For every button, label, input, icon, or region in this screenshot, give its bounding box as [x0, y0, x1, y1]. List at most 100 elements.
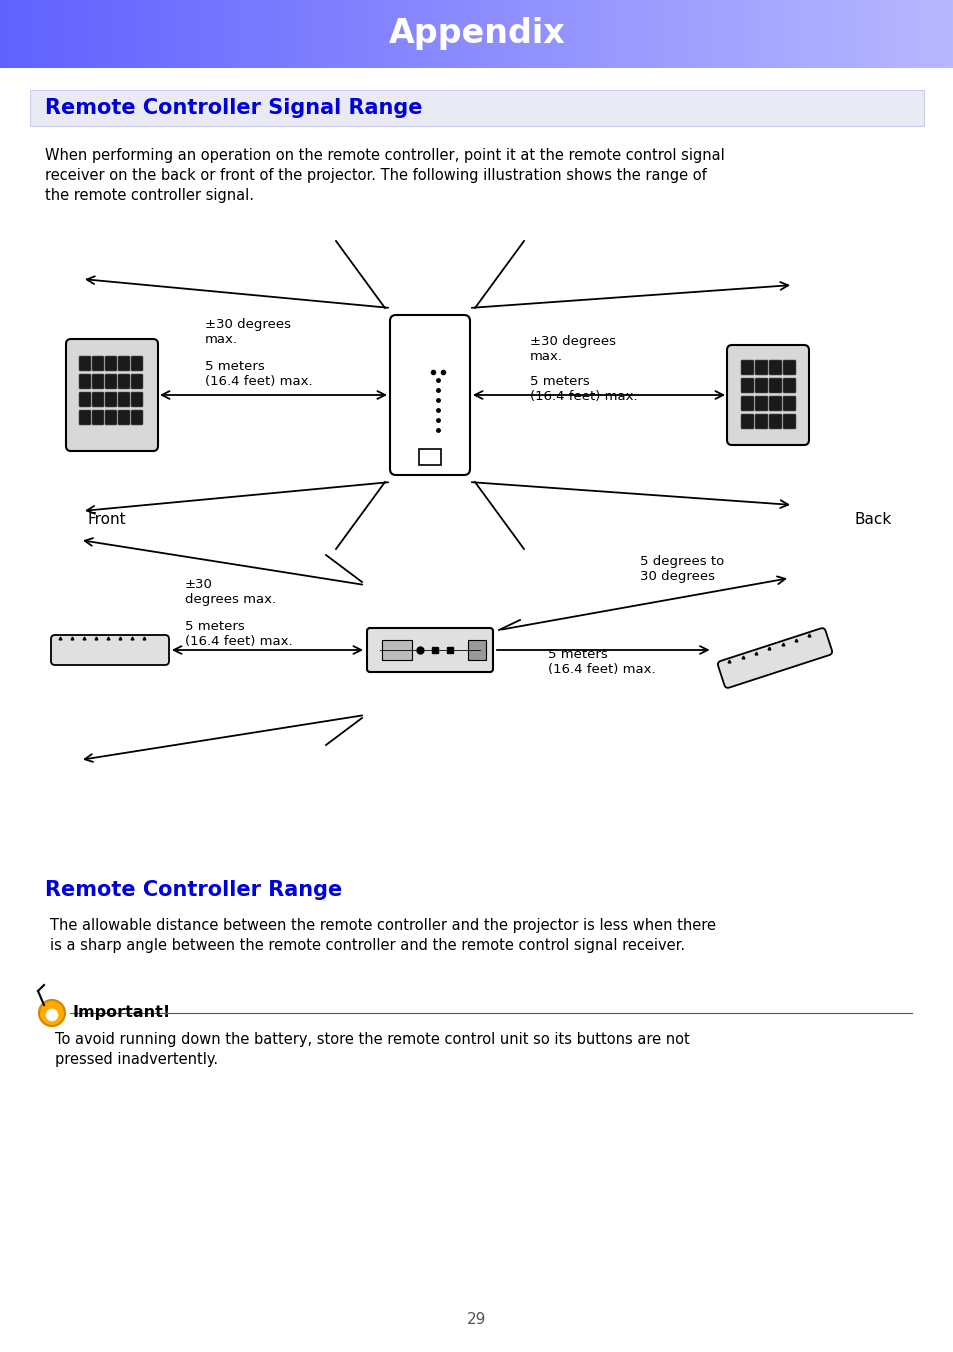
- Bar: [651, 0, 660, 68]
- Bar: [246, 0, 255, 68]
- Bar: [588, 0, 597, 68]
- Bar: [889, 0, 899, 68]
- Bar: [858, 0, 866, 68]
- FancyBboxPatch shape: [782, 360, 795, 375]
- Bar: [818, 0, 827, 68]
- Text: 29: 29: [467, 1313, 486, 1328]
- Text: Front: Front: [88, 512, 127, 527]
- Bar: [262, 0, 271, 68]
- Bar: [484, 0, 494, 68]
- Bar: [112, 0, 120, 68]
- Bar: [30, 91, 923, 126]
- Text: ±30 degrees
max.: ±30 degrees max.: [205, 318, 291, 346]
- Text: Important!: Important!: [73, 1006, 172, 1021]
- FancyBboxPatch shape: [79, 410, 91, 425]
- Bar: [453, 0, 461, 68]
- Bar: [143, 0, 152, 68]
- Bar: [71, 0, 80, 68]
- FancyBboxPatch shape: [131, 410, 143, 425]
- Bar: [326, 0, 335, 68]
- Bar: [834, 0, 842, 68]
- Bar: [874, 0, 882, 68]
- Text: pressed inadvertently.: pressed inadvertently.: [55, 1052, 218, 1067]
- Bar: [103, 0, 112, 68]
- Bar: [500, 0, 509, 68]
- Bar: [24, 0, 32, 68]
- Bar: [715, 0, 723, 68]
- Bar: [786, 0, 795, 68]
- Bar: [794, 0, 803, 68]
- FancyBboxPatch shape: [390, 315, 470, 475]
- Bar: [841, 0, 851, 68]
- Text: 5 degrees to
30 degrees: 5 degrees to 30 degrees: [639, 556, 723, 583]
- Bar: [476, 0, 485, 68]
- FancyBboxPatch shape: [91, 356, 104, 370]
- Bar: [675, 0, 684, 68]
- Bar: [231, 0, 239, 68]
- Bar: [159, 0, 168, 68]
- FancyBboxPatch shape: [131, 356, 143, 370]
- Bar: [365, 0, 375, 68]
- Bar: [667, 0, 676, 68]
- FancyBboxPatch shape: [118, 392, 130, 407]
- Bar: [882, 0, 890, 68]
- Bar: [8, 0, 17, 68]
- FancyBboxPatch shape: [740, 414, 753, 429]
- Bar: [572, 0, 580, 68]
- FancyBboxPatch shape: [740, 396, 753, 411]
- FancyBboxPatch shape: [105, 410, 117, 425]
- Bar: [174, 0, 184, 68]
- Bar: [865, 0, 875, 68]
- Bar: [699, 0, 708, 68]
- Bar: [350, 0, 358, 68]
- FancyBboxPatch shape: [726, 345, 808, 445]
- FancyBboxPatch shape: [118, 410, 130, 425]
- Bar: [389, 0, 398, 68]
- Bar: [214, 0, 223, 68]
- Text: receiver on the back or front of the projector. The following illustration shows: receiver on the back or front of the pro…: [45, 168, 706, 183]
- Bar: [418, 449, 440, 465]
- FancyBboxPatch shape: [754, 396, 767, 411]
- Bar: [532, 0, 541, 68]
- Bar: [468, 639, 485, 660]
- Bar: [278, 0, 287, 68]
- Bar: [151, 0, 160, 68]
- Bar: [334, 0, 342, 68]
- FancyBboxPatch shape: [768, 396, 781, 411]
- FancyBboxPatch shape: [79, 392, 91, 407]
- Bar: [493, 0, 501, 68]
- Bar: [198, 0, 208, 68]
- Bar: [222, 0, 232, 68]
- Bar: [421, 0, 430, 68]
- Bar: [374, 0, 382, 68]
- Text: Remote Controller Signal Range: Remote Controller Signal Range: [45, 97, 422, 118]
- Bar: [55, 0, 65, 68]
- Bar: [381, 639, 412, 660]
- Bar: [357, 0, 366, 68]
- Bar: [302, 0, 311, 68]
- Bar: [945, 0, 953, 68]
- Bar: [119, 0, 128, 68]
- Bar: [770, 0, 780, 68]
- FancyBboxPatch shape: [66, 339, 158, 452]
- Text: When performing an operation on the remote controller, point it at the remote co: When performing an operation on the remo…: [45, 147, 724, 164]
- Bar: [612, 0, 620, 68]
- Bar: [556, 0, 565, 68]
- Bar: [294, 0, 303, 68]
- Bar: [460, 0, 470, 68]
- FancyBboxPatch shape: [782, 396, 795, 411]
- FancyBboxPatch shape: [717, 629, 831, 688]
- Bar: [31, 0, 41, 68]
- Text: 5 meters
(16.4 feet) max.: 5 meters (16.4 feet) max.: [530, 375, 637, 403]
- Bar: [48, 0, 56, 68]
- Bar: [850, 0, 859, 68]
- Text: Appendix: Appendix: [388, 18, 565, 50]
- FancyBboxPatch shape: [367, 627, 493, 672]
- Text: the remote controller signal.: the remote controller signal.: [45, 188, 253, 203]
- FancyBboxPatch shape: [79, 356, 91, 370]
- Bar: [636, 0, 644, 68]
- Bar: [254, 0, 263, 68]
- Bar: [722, 0, 732, 68]
- FancyBboxPatch shape: [91, 375, 104, 389]
- FancyBboxPatch shape: [105, 375, 117, 389]
